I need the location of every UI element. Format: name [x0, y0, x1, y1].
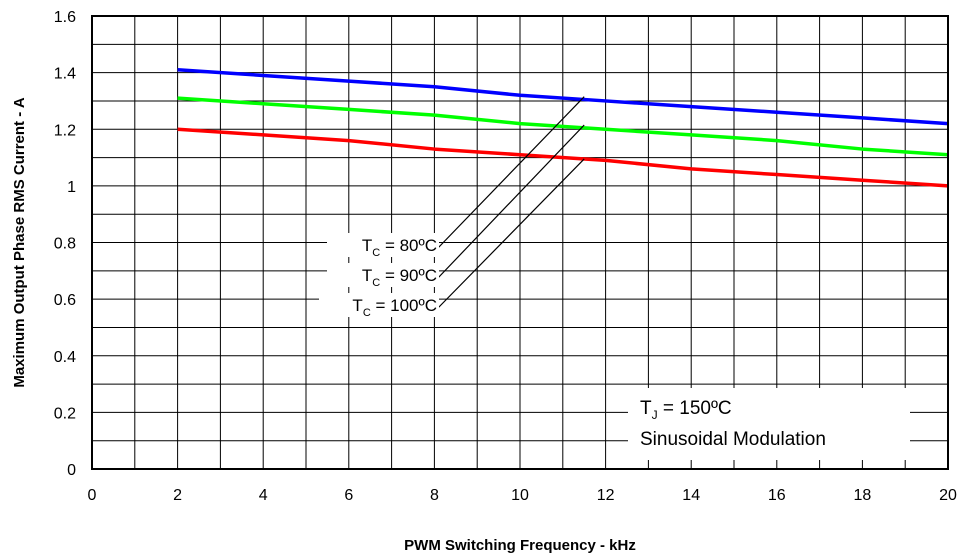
series-line-2 [177, 96, 949, 157]
annotation-label-bg [327, 233, 439, 257]
y-tick-label: 0.8 [54, 236, 76, 253]
x-tick-label: 2 [173, 487, 182, 504]
y-tick-label: 1 [67, 179, 76, 196]
y-tick-label: 0.2 [54, 405, 76, 422]
y-tick-label: 1.6 [54, 9, 76, 26]
annotation-label: TC = 100ºC [352, 296, 437, 319]
series-line-3 [177, 127, 949, 188]
info-box-bg [628, 388, 910, 460]
y-tick-label: 0.6 [54, 292, 76, 309]
y-tick-label: 1.4 [54, 66, 76, 83]
annotation-label: TC = 90ºC [362, 266, 437, 289]
x-tick-label: 10 [511, 487, 529, 504]
x-tick-labels: 0 2 4 6 8 10 12 14 16 18 20 [88, 487, 957, 504]
series-group [177, 68, 949, 188]
x-tick-label: 18 [854, 487, 872, 504]
y-tick-label: 1.2 [54, 122, 76, 139]
x-tick-label: 8 [430, 487, 439, 504]
info-box: TJ = 150ºC Sinusoidal Modulation [628, 388, 910, 460]
annotation-leaders [436, 96, 585, 310]
annotation-leader-line [436, 96, 585, 250]
plot-frame [91, 15, 949, 470]
y-axis-title: Maximum Output Phase RMS Current - A [11, 97, 28, 387]
info-line-modulation: Sinusoidal Modulation [640, 429, 826, 450]
annotation-leader-line [436, 124, 585, 280]
x-tick-label: 0 [88, 487, 97, 504]
annotation-labels: TC = 80ºC TC = 90ºC TC = 100ºC [319, 233, 439, 319]
y-tick-label: 0.4 [54, 349, 76, 366]
y-tick-labels: 0 0.2 0.4 0.6 0.8 1 1.2 1.4 1.6 [54, 9, 76, 479]
x-tick-label: 20 [939, 487, 957, 504]
x-tick-label: 16 [768, 487, 786, 504]
x-tick-label: 4 [259, 487, 268, 504]
annotation-label-bg [319, 293, 439, 317]
x-tick-label: 12 [597, 487, 615, 504]
annotation-label-bg [327, 263, 439, 287]
info-line-tj: TJ = 150ºC [640, 398, 732, 422]
y-tick-label: 0 [67, 462, 76, 479]
series-line-1 [177, 68, 949, 126]
x-tick-label: 6 [344, 487, 353, 504]
annotation-leader-line [436, 158, 585, 310]
x-axis-title: PWM Switching Frequency - kHz [404, 537, 636, 554]
x-tick-label: 14 [682, 487, 700, 504]
annotation-label: TC = 80ºC [362, 236, 437, 259]
